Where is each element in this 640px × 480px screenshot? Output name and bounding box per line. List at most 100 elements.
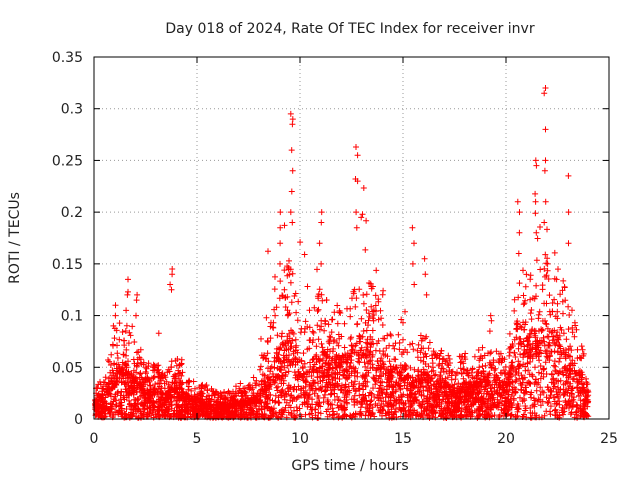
data-point: [540, 389, 547, 396]
data-point: [168, 286, 175, 293]
data-point: [457, 359, 464, 366]
data-point: [521, 300, 528, 307]
data-point: [532, 364, 538, 371]
data-point: [551, 249, 558, 256]
data-point: [375, 296, 382, 303]
data-point: [396, 339, 403, 346]
data-point: [126, 397, 132, 404]
data-point: [528, 316, 535, 323]
data-point: [542, 359, 549, 366]
data-point: [425, 412, 432, 419]
data-point: [516, 335, 523, 342]
data-point: [557, 377, 564, 384]
data-point: [513, 376, 520, 383]
data-point: [537, 224, 543, 230]
data-point: [422, 361, 429, 367]
data-point: [363, 307, 370, 313]
data-point: [125, 288, 131, 295]
data-point: [336, 376, 343, 382]
data-point: [288, 188, 295, 195]
data-point: [330, 408, 337, 415]
data-point: [438, 347, 445, 354]
data-point: [328, 329, 335, 336]
data-point: [274, 332, 281, 339]
data-point: [315, 295, 322, 302]
data-point: [425, 345, 432, 352]
data-point: [403, 385, 410, 392]
data-point: [541, 90, 548, 97]
data-point: [415, 341, 422, 348]
data-point: [409, 260, 416, 267]
data-point: [543, 260, 550, 267]
data-point: [551, 358, 558, 365]
data-point: [542, 126, 549, 133]
data-point: [165, 381, 172, 388]
data-point: [354, 320, 361, 327]
data-point: [542, 198, 549, 205]
data-point: [565, 209, 572, 216]
data-point: [523, 271, 530, 278]
data-point: [552, 406, 559, 413]
data-point: [277, 260, 283, 267]
data-point: [544, 267, 551, 274]
data-point: [410, 346, 417, 353]
data-point: [462, 350, 469, 357]
data-point: [398, 351, 405, 358]
data-point: [362, 363, 369, 370]
data-point: [509, 343, 516, 349]
data-point: [263, 314, 270, 321]
data-point: [318, 219, 325, 226]
data-point: [361, 359, 368, 366]
data-point: [318, 291, 325, 298]
data-point: [411, 281, 418, 288]
data-point: [327, 381, 334, 388]
x-tick-labels: 0 5 10 15 20 25: [90, 431, 618, 447]
data-point: [546, 292, 553, 299]
data-point: [185, 386, 192, 393]
data-point: [533, 387, 540, 394]
data-point: [116, 336, 123, 343]
data-point: [328, 316, 335, 323]
data-point: [392, 356, 399, 363]
data-point: [558, 326, 565, 333]
data-point: [487, 312, 494, 319]
data-point: [360, 292, 367, 298]
y-tick-label: 0.15: [52, 257, 83, 273]
data-point: [297, 239, 304, 246]
data-point: [565, 303, 572, 310]
data-point: [315, 409, 322, 416]
data-point: [185, 383, 192, 390]
data-point: [316, 286, 323, 293]
data-point: [529, 295, 536, 302]
data-point: [391, 408, 398, 415]
data-point: [579, 346, 586, 353]
data-point: [371, 394, 378, 400]
data-point: [421, 255, 428, 262]
data-point: [487, 406, 494, 412]
data-point: [303, 373, 310, 380]
data-point: [563, 336, 570, 343]
data-point: [426, 339, 433, 346]
data-point: [393, 379, 399, 386]
grid-lines: [94, 57, 609, 419]
data-point: [363, 291, 370, 298]
data-point: [138, 399, 145, 406]
data-point: [292, 290, 299, 297]
data-point: [337, 397, 343, 404]
data-point: [112, 312, 119, 319]
data-point: [129, 323, 136, 330]
data-point: [133, 349, 140, 356]
data-point: [360, 185, 367, 191]
x-axis-title: GPS time / hours: [291, 458, 408, 474]
data-point: [289, 219, 296, 226]
data-point: [134, 291, 141, 298]
data-point: [542, 157, 549, 164]
data-point: [521, 326, 528, 333]
data-point: [565, 240, 572, 247]
y-tick-label: 0.35: [52, 50, 83, 66]
data-point: [347, 313, 354, 320]
x-tick-label: 10: [291, 431, 309, 447]
data-point: [286, 257, 292, 264]
data-point: [277, 240, 284, 247]
data-point: [281, 286, 288, 293]
